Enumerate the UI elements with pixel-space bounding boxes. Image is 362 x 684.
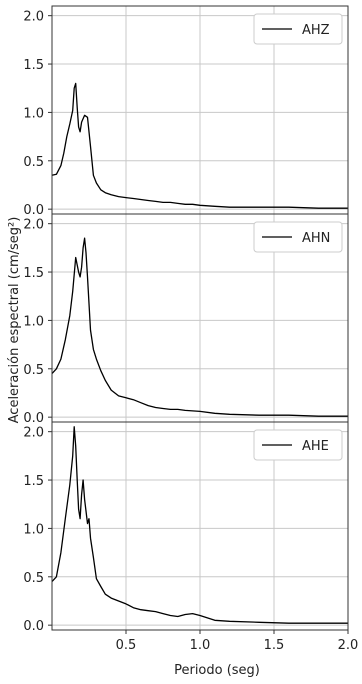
y-tick-label: 1.5 <box>23 266 44 281</box>
panel-2: 0.0 0.5 1.0 1.5 2.0 AHN <box>23 213 349 426</box>
x-tick-label: 2.0 <box>338 638 359 653</box>
y-tick-label: 2.0 <box>23 218 44 233</box>
legend-box <box>253 13 343 45</box>
legend-box <box>253 429 343 461</box>
y-tick-label: 0.5 <box>23 571 44 586</box>
x-tick-label: 0.5 <box>116 638 137 653</box>
panel-1: 0.0 0.5 1.0 1.5 2.0 AHZ <box>23 5 349 218</box>
x-tick-label: 1.5 <box>264 638 285 653</box>
y-tick-label: 1.0 <box>23 314 44 329</box>
y-tick-label: 1.0 <box>23 106 44 121</box>
y-tick-label: 0.0 <box>23 411 44 426</box>
legend-label: AHN <box>302 231 330 246</box>
y-tick-label: 0.0 <box>23 619 44 634</box>
y-tick-label: 0.5 <box>23 363 44 378</box>
y-tick-label: 0.0 <box>23 203 44 218</box>
y-tick-label: 0.5 <box>23 155 44 170</box>
legend: AHN <box>253 221 343 253</box>
series-line-ahn <box>51 237 348 417</box>
x-tick-label: 1.0 <box>190 638 211 653</box>
legend: AHZ <box>253 13 343 45</box>
y-tick-label: 2.0 <box>23 10 44 25</box>
panel-frame <box>51 421 349 631</box>
series-line-ahe <box>51 426 348 624</box>
chart-panels: 0.00.51.01.52.0AHZ0.00.51.01.52.0AHN0.00… <box>23 5 359 653</box>
legend-label: AHE <box>302 439 329 454</box>
legend-label: AHZ <box>302 23 330 38</box>
y-tick-label: 1.5 <box>23 58 44 73</box>
y-tick-label: 1.0 <box>23 522 44 537</box>
legend: AHE <box>253 429 343 461</box>
series-line-ahz <box>51 82 348 209</box>
y-axis-label-text: Aceleración espectral (cm/seg²) <box>7 217 22 424</box>
legend-box <box>253 221 343 253</box>
x-axis-label: Periodo (seg) <box>174 663 260 678</box>
y-axis-label: Aceleración espectral (cm/seg²) <box>7 217 22 424</box>
y-tick-label: 2.0 <box>23 426 44 441</box>
y-tick-label: 1.5 <box>23 474 44 489</box>
panel-3: 0.0 0.5 1.0 1.5 2.0 0.5 1.0 1.5 2.0 AHE <box>23 421 359 653</box>
